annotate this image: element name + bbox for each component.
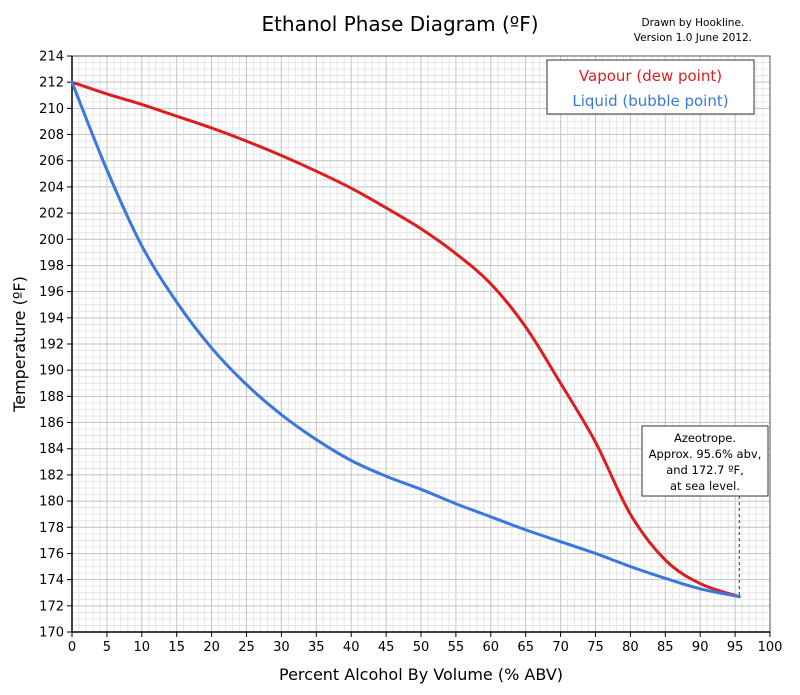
series-line-liquid-bubble-point	[70, 80, 741, 599]
credit-line-version: Version 1.0 June 2012.	[633, 32, 752, 44]
legend-entry: Vapour (dew point)	[579, 67, 722, 85]
x-tick-label: 75	[587, 640, 604, 655]
y-tick-label: 174	[39, 573, 64, 588]
x-tick-label: 55	[448, 640, 465, 655]
chart-title: Ethanol Phase Diagram (ºF)	[261, 12, 539, 36]
azeotrope-annotation-line: and 172.7 ºF,	[666, 463, 744, 477]
x-tick-label: 90	[692, 640, 709, 655]
x-tick-label: 50	[413, 640, 430, 655]
x-tick-label: 60	[483, 640, 500, 655]
y-tick-label: 200	[39, 233, 64, 248]
azeotrope-annotation-line: at sea level.	[670, 479, 740, 493]
y-tick-label: 214	[39, 50, 64, 65]
y-tick-label: 192	[39, 338, 64, 353]
legend-entry: Liquid (bubble point)	[572, 92, 728, 110]
x-tick-label: 35	[308, 640, 325, 655]
y-tick-label: 204	[39, 180, 64, 195]
y-tick-label: 196	[39, 285, 64, 300]
y-tick-label: 186	[39, 416, 64, 431]
azeotrope-annotation-line: Approx. 95.6% abv,	[649, 447, 762, 461]
y-tick-label: 212	[39, 76, 64, 91]
x-axis-label: Percent Alcohol By Volume (% ABV)	[279, 665, 563, 684]
x-tick-label: 0	[68, 640, 76, 655]
y-tick-label: 182	[39, 468, 64, 483]
x-tick-label: 45	[378, 640, 395, 655]
x-tick-label: 25	[238, 640, 255, 655]
y-tick-label: 184	[39, 442, 64, 457]
x-tick-label: 10	[134, 640, 151, 655]
y-tick-label: 178	[39, 521, 64, 536]
azeotrope-annotation-line: Azeotrope.	[674, 431, 736, 445]
x-tick-label: 40	[343, 640, 360, 655]
y-tick-label: 202	[39, 207, 64, 222]
azeotrope-annotation-box	[641, 425, 769, 497]
y-tick-label: 208	[39, 128, 64, 143]
x-tick-label: 85	[657, 640, 674, 655]
y-tick-label: 176	[39, 547, 64, 562]
y-tick-label: 180	[39, 495, 64, 510]
y-tick-label: 210	[39, 102, 64, 117]
x-tick-label: 70	[552, 640, 569, 655]
x-tick-label: 5	[103, 640, 111, 655]
y-tick-label: 170	[39, 626, 64, 641]
y-tick-label: 172	[39, 599, 64, 614]
series-line-vapour-dew-point	[70, 80, 741, 599]
chart-credit: Drawn by Hookline. Version 1.0 June 2012…	[634, 16, 752, 46]
y-tick-label: 194	[39, 311, 64, 326]
y-tick-label: 206	[39, 154, 64, 169]
y-axis-label: Temperature (ºF)	[10, 276, 29, 413]
y-tick-label: 190	[39, 364, 64, 379]
major-grid	[71, 55, 771, 633]
y-tick-label: 198	[39, 259, 64, 274]
x-tick-label: 65	[517, 640, 534, 655]
credit-line-author: Drawn by Hookline.	[641, 17, 745, 29]
legend-box	[546, 59, 755, 115]
x-tick-label: 80	[622, 640, 639, 655]
y-tick-label: 188	[39, 390, 64, 405]
x-tick-label: 30	[273, 640, 290, 655]
x-tick-label: 15	[168, 640, 185, 655]
x-tick-label: 100	[758, 640, 783, 655]
x-tick-label: 95	[727, 640, 744, 655]
x-tick-label: 20	[203, 640, 220, 655]
